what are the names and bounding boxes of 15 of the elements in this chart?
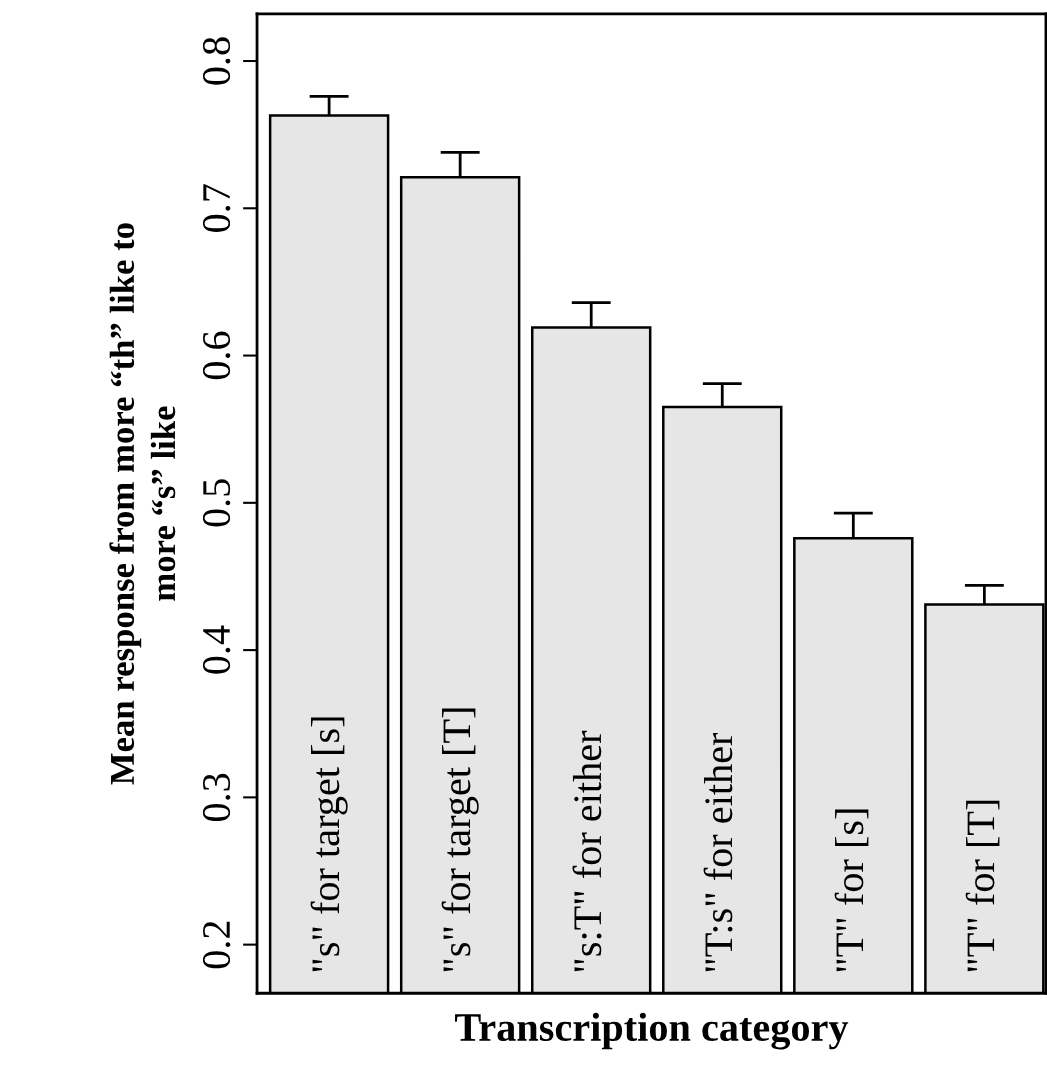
y-axis-title: Mean response from more “th” like to more “s” like [109, 223, 176, 785]
x-tick-label: "s" for target [s] [310, 717, 348, 972]
y-tick-label: 0.4 [202, 625, 231, 674]
y-tick-label: 0.6 [202, 331, 231, 380]
y-tick-label: 0.7 [202, 184, 231, 232]
y-tick-label: 0.3 [202, 773, 231, 822]
x-axis-title: Transcription category [455, 1012, 849, 1050]
x-tick-label: "s:T" for either [572, 730, 602, 972]
x-tick-label: "T" for [T] [965, 800, 1000, 972]
x-tick-label: "s" for target [T] [441, 708, 479, 972]
x-tick-label: "T" for [s] [834, 809, 869, 972]
y-tick-label: 0.2 [202, 921, 231, 969]
y-tick-label: 0.8 [202, 37, 231, 85]
x-tick-label: "T:s" for either [703, 732, 733, 972]
y-tick-label: 0.5 [202, 479, 231, 527]
